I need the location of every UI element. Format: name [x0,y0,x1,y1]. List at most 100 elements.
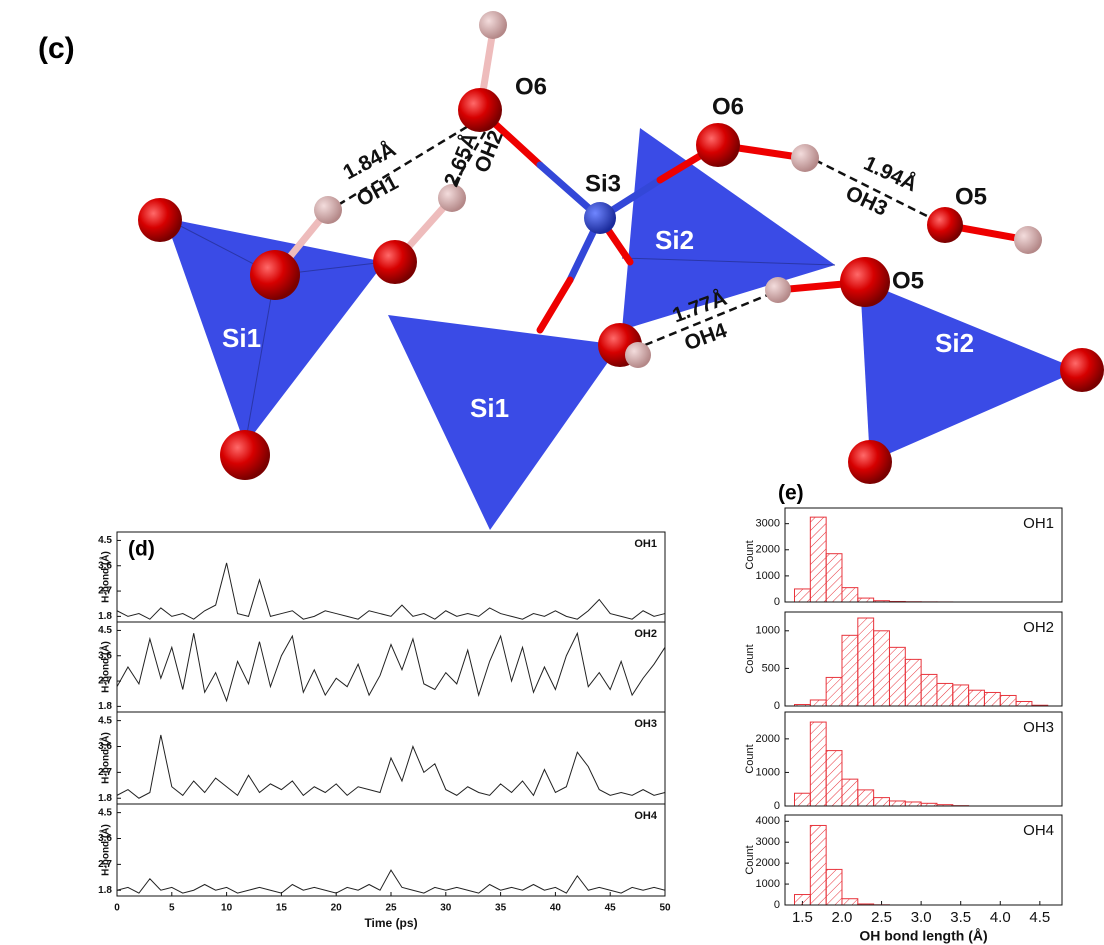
bond-label: OH2 [470,127,508,176]
bar [874,798,890,806]
bond-label: OH3 [842,182,891,221]
bar [889,647,905,706]
y-tick-label: 2000 [756,857,780,869]
panel-label: (c) [38,32,75,65]
x-tick-label: 40 [550,903,562,914]
y-tick-label: 1000 [756,625,780,637]
atom [138,198,182,242]
atom [373,240,417,284]
atom-label: O6 [712,93,744,120]
bar [905,802,921,806]
x-tick-label: 25 [385,903,397,914]
x-tick-label: 5 [169,903,175,914]
atom-label: O5 [955,183,987,210]
series-label: OH3 [1023,719,1054,736]
bar [984,692,1000,706]
atom [840,257,890,307]
y-tick-label: 2000 [756,733,780,745]
bar [889,801,905,806]
bar [921,674,937,706]
y-tick-label: 4.5 [98,625,112,636]
x-tick-label: 0 [114,903,120,914]
plot-frame [117,622,665,712]
silicon-atom [584,202,616,234]
y-tick-label: 1.8 [98,701,112,712]
atom [250,250,300,300]
y-tick-label: 4.5 [98,715,112,726]
y-tick-label: 0 [774,899,780,911]
y-axis-label: H-bond (Å) [99,551,112,603]
atom [220,430,270,480]
x-tick-label: 2.5 [871,909,892,926]
bar [842,779,858,806]
x-tick-label: 30 [440,903,452,914]
series-label: OH3 [634,718,657,730]
bar [842,588,858,602]
atom [625,342,651,368]
atom [696,123,740,167]
atom-label: O5 [892,267,924,294]
bar [1016,701,1032,706]
atom [1014,226,1042,254]
tetrahedron [860,280,1080,462]
atom-label: O6 [515,73,547,100]
bar [810,700,826,706]
series-label: OH2 [634,628,657,640]
y-tick-label: 0 [774,700,780,712]
y-tick-label: 1.8 [98,885,112,896]
atom [765,277,791,303]
bar [953,685,969,706]
y-tick-label: 1.8 [98,611,112,622]
x-tick-label: 3.5 [950,909,971,926]
series-label: OH4 [634,810,658,822]
panel-label: (e) [778,482,804,505]
x-tick-label: 4.5 [1029,909,1050,926]
atom [1060,348,1104,392]
y-axis-label: Count [744,540,756,569]
y-axis-label: H-bond (Å) [99,732,112,784]
y-tick-label: 1000 [756,570,780,582]
y-tick-label: 0 [774,800,780,812]
bar [937,683,953,706]
y-tick-label: 3000 [756,836,780,848]
y-tick-label: 4.5 [98,807,112,818]
x-axis-label: OH bond length (Å) [859,928,987,944]
atom [927,207,963,243]
bar [842,899,858,905]
x-tick-label: 15 [276,903,288,914]
y-axis-label: Count [744,744,756,773]
atom [314,196,342,224]
bar [858,598,874,602]
line-series [117,563,665,619]
y-tick-label: 3000 [756,518,780,530]
x-tick-label: 3.0 [911,909,932,926]
bar [794,895,810,905]
y-tick-label: 4.5 [98,535,112,546]
plot-frame [117,532,665,622]
plot-frame [117,804,665,896]
bar [810,825,826,905]
atom-label: Si1 [470,393,509,423]
x-tick-label: 35 [495,903,507,914]
atom-label: Si3 [585,170,621,197]
molecular-structure: (c) O6 O6 Si3 Si2 Si2 O5 O5 Si1 Si1 1.84… [38,11,1104,530]
bond-label: OH4 [681,319,730,355]
y-tick-label: 1.8 [98,793,112,804]
series-label: OH4 [1023,822,1054,839]
y-axis-label: Count [744,644,756,673]
bar [1000,695,1016,706]
panel-label: (d) [128,538,155,561]
bar [969,690,985,706]
line-series [117,735,665,798]
bar [874,631,890,706]
bar [826,677,842,706]
atom-label: Si2 [655,225,694,255]
bar [858,790,874,806]
bar [810,517,826,602]
x-tick-label: 50 [659,903,671,914]
bar [826,751,842,806]
x-tick-label: 2.0 [832,909,853,926]
x-tick-label: 4.0 [990,909,1011,926]
y-tick-label: 2000 [756,544,780,556]
line-series [117,633,665,701]
